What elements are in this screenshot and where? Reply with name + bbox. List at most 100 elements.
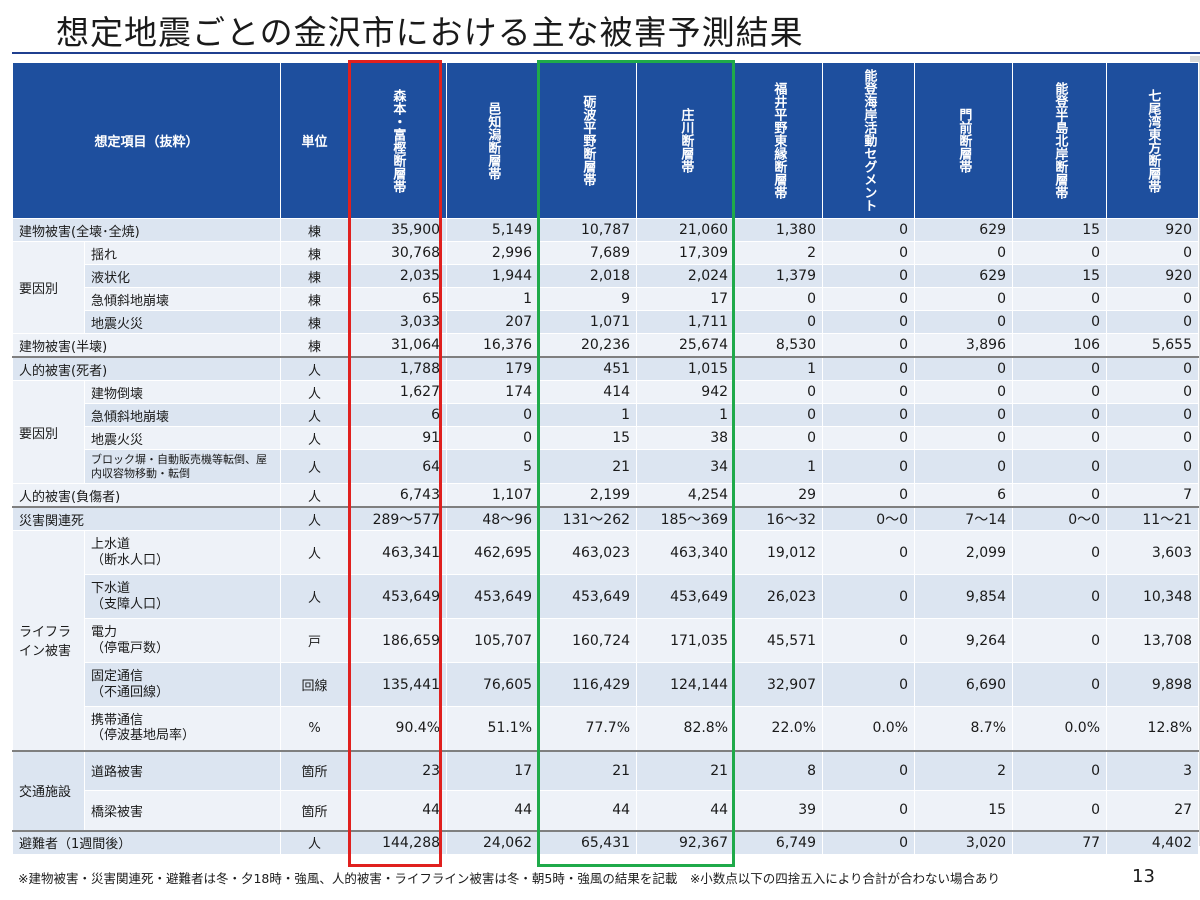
value-cell: 0: [1012, 403, 1108, 427]
row-label-main: 携帯通信: [91, 712, 144, 728]
row-label: 携帯通信 （停波基地局率）: [83, 706, 282, 751]
value-cell: 0: [1012, 380, 1108, 404]
value-cell: 462,695: [446, 530, 540, 575]
value-cell: 463,341: [348, 530, 448, 575]
group-label: ライフライン被害: [12, 530, 85, 751]
value-cell: 0: [822, 790, 916, 831]
row-label: 建物倒壊: [83, 380, 282, 404]
value-cell: 174: [446, 380, 540, 404]
value-cell: 5,655: [1106, 333, 1200, 358]
value-cell: 6,749: [734, 829, 824, 855]
value-cell: 7: [1106, 483, 1200, 508]
footnote: ※建物被害・災害関連死・避難者は冬・夕18時・強風、人的被害・ライフライン被害は…: [18, 871, 1001, 886]
value-cell: 0: [822, 403, 916, 427]
row-label: 下水道 （支障人口）: [83, 574, 282, 619]
value-cell: 0: [446, 403, 540, 427]
table-row: 建物被害(全壊･全焼) 棟 35,900 5,149 10,787 21,060 1,380…: [11, 218, 1200, 242]
value-cell: 0: [822, 264, 916, 288]
row-unit: 箇所: [280, 790, 350, 831]
value-cell: 2: [734, 241, 824, 265]
value-cell: 27: [1106, 790, 1200, 831]
value-cell: 21: [538, 449, 638, 484]
row-unit: 戸: [280, 618, 350, 663]
row-label: 地震火災: [83, 310, 282, 334]
value-cell: 144,288: [348, 829, 448, 855]
value-cell: 105,707: [446, 618, 540, 663]
row-unit: 人: [280, 829, 350, 855]
table-row: 携帯通信 （停波基地局率）% 90.4% 51.1% 77.7% 82.8% 22.0% 0.…: [13, 706, 1200, 751]
table-row: 固定通信 （不通回線） 回線 135,441 76,605 116,429 124,144 3…: [13, 662, 1200, 707]
value-cell: 35,900: [348, 218, 448, 242]
row-label-sub: （断水人口）: [91, 552, 170, 568]
value-cell: 12.8%: [1106, 706, 1200, 751]
value-cell: 0: [446, 426, 540, 450]
value-cell: 9,854: [914, 574, 1014, 619]
row-label-main: 固定通信: [91, 668, 144, 684]
value-cell: 21: [538, 749, 638, 791]
value-cell: 0: [1106, 403, 1200, 427]
value-cell: 92,367: [636, 829, 736, 855]
value-cell: 0: [1106, 287, 1200, 311]
value-cell: 463,340: [636, 530, 736, 575]
group-label: 要因別: [12, 380, 85, 484]
row-label: ブロック塀・自動販売機等転倒、屋内収容物移動・転倒: [83, 449, 282, 484]
group-label: 要因別: [12, 241, 85, 334]
group-label: 交通施設: [12, 749, 85, 831]
value-cell: 0: [914, 426, 1014, 450]
value-cell: 0: [1012, 449, 1108, 484]
value-cell: 1: [538, 403, 638, 427]
value-cell: 9,898: [1106, 662, 1200, 707]
value-cell: 116,429: [538, 662, 638, 707]
row-unit: 棟: [280, 310, 350, 334]
value-cell: 0: [1106, 380, 1200, 404]
value-cell: 451: [538, 356, 638, 381]
value-cell: 0: [822, 356, 916, 381]
value-cell: 0: [914, 310, 1014, 334]
value-cell: 1: [734, 356, 824, 381]
value-cell: 0: [822, 483, 916, 508]
value-cell: 179: [446, 356, 540, 381]
value-cell: 1,107: [446, 483, 540, 508]
value-cell: 16～32: [734, 506, 824, 531]
table-row: 電力 （停電戸数）戸 186,659 105,707 160,724 171,035 45,…: [13, 618, 1200, 663]
page-title: 想定地震ごとの金沢市における主な被害予測結果: [56, 13, 804, 52]
value-cell: 64: [348, 449, 448, 484]
table-row: 人的被害(負傷者) 人 6,743 1,107 2,199 4,254 29 0 6 0 7: [11, 483, 1200, 508]
row-label: 急傾斜地崩壊: [83, 403, 282, 427]
value-cell: 32,907: [734, 662, 824, 707]
value-cell: 25,674: [636, 333, 736, 358]
row-label: 建物被害(全壊･全焼): [11, 218, 282, 242]
value-cell: 44: [538, 790, 638, 831]
header-fault-3: 砺波平野断層帯: [538, 62, 638, 219]
value-cell: 0: [1012, 749, 1108, 791]
value-cell: 4,402: [1106, 829, 1200, 855]
header-fault-5: 福井平野東縁断層帯: [734, 62, 824, 219]
value-cell: 4,254: [636, 483, 736, 508]
value-cell: 8,530: [734, 333, 824, 358]
row-unit: 人: [280, 380, 350, 404]
value-cell: 11～21: [1106, 506, 1200, 531]
value-cell: 1,711: [636, 310, 736, 334]
row-label: 地震火災: [83, 426, 282, 450]
value-cell: 0: [822, 829, 916, 855]
value-cell: 44: [636, 790, 736, 831]
row-unit: 箇所: [280, 749, 350, 791]
row-unit: %: [280, 706, 350, 751]
row-label: 建物被害(半壊): [11, 333, 282, 358]
table-row: 避難者（1週間後）人 144,288 24,062 65,431 92,367 6,749…: [11, 829, 1200, 855]
value-cell: 135,441: [348, 662, 448, 707]
row-label: 液状化: [83, 264, 282, 288]
value-cell: 1,788: [348, 356, 448, 381]
value-cell: 0.0%: [822, 706, 916, 751]
value-cell: 106: [1012, 333, 1108, 358]
value-cell: 0: [822, 333, 916, 358]
value-cell: 0: [822, 241, 916, 265]
row-label-sub: （支障人口）: [91, 596, 170, 612]
value-cell: 31,064: [348, 333, 448, 358]
value-cell: 1,015: [636, 356, 736, 381]
value-cell: 0: [734, 403, 824, 427]
header-item: 想定項目（抜粋）: [11, 62, 282, 219]
row-label: 上水道 （断水人口）: [83, 530, 282, 575]
value-cell: 5: [446, 449, 540, 484]
row-unit: 人: [280, 483, 350, 508]
